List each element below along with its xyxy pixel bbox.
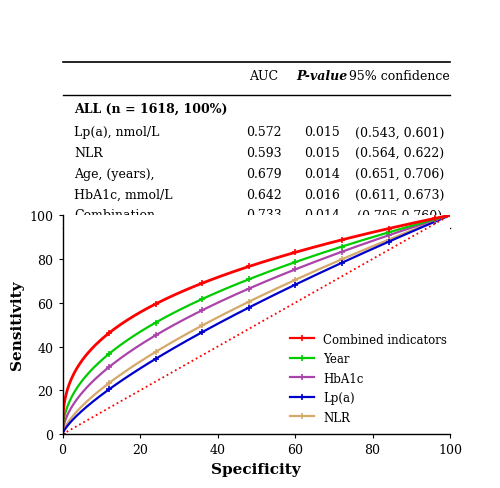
Text: 0.593: 0.593 <box>246 147 282 160</box>
HbA1c <box>60 431 66 437</box>
Lp(a) <box>447 213 453 219</box>
Combined indicators <box>447 213 453 219</box>
Text: AUC: AUC <box>250 70 278 83</box>
Y-axis label: Sensitivity: Sensitivity <box>10 281 24 370</box>
Text: P-value: P-value <box>296 70 348 83</box>
Combined indicators <box>269 257 275 263</box>
Text: (0.564, 0.622): (0.564, 0.622) <box>355 147 444 160</box>
Lp(a) <box>244 306 250 312</box>
Lp(a) <box>438 217 444 223</box>
Year <box>246 277 252 283</box>
Legend: Combined indicators, Year, HbA1c, Lp(a), NLR: Combined indicators, Year, HbA1c, Lp(a),… <box>286 328 452 428</box>
Text: NLR: NLR <box>74 147 103 160</box>
NLR <box>438 217 444 223</box>
Year <box>377 232 383 238</box>
Text: 0.733: 0.733 <box>246 209 282 222</box>
Text: (0.611, 0.673): (0.611, 0.673) <box>355 188 444 201</box>
HbA1c <box>290 268 296 274</box>
Year <box>269 268 275 274</box>
Text: HbA1c, mmol/L: HbA1c, mmol/L <box>74 188 172 201</box>
Lp(a) <box>377 243 383 249</box>
NLR <box>290 278 296 284</box>
Text: 95% confidence: 95% confidence <box>349 70 450 83</box>
NLR <box>244 300 250 306</box>
Year <box>447 213 453 219</box>
HbA1c <box>244 287 250 293</box>
Text: 0.642: 0.642 <box>246 188 282 201</box>
Combined indicators <box>438 215 444 221</box>
HbA1c <box>438 216 444 222</box>
Text: 0.014: 0.014 <box>304 167 340 181</box>
Year <box>60 431 66 437</box>
Year <box>244 278 250 284</box>
Line: HbA1c: HbA1c <box>59 212 454 438</box>
Year <box>290 261 296 266</box>
Year <box>438 215 444 221</box>
Line: Year: Year <box>59 212 454 438</box>
Lp(a) <box>269 293 275 299</box>
Combined indicators <box>244 265 250 271</box>
Combined indicators <box>60 431 66 437</box>
Lp(a) <box>60 431 66 437</box>
Lp(a) <box>246 305 252 311</box>
Text: Combination: Combination <box>74 209 155 222</box>
Text: (0.543, 0.601): (0.543, 0.601) <box>355 126 444 139</box>
HbA1c <box>246 286 252 292</box>
HbA1c <box>377 236 383 242</box>
Text: ALL (n = 1618, 100%): ALL (n = 1618, 100%) <box>74 102 228 115</box>
NLR <box>447 213 453 219</box>
Text: Age, (years),: Age, (years), <box>74 167 154 181</box>
Text: 0.014: 0.014 <box>304 209 340 222</box>
Line: Lp(a): Lp(a) <box>59 212 454 438</box>
Text: 0.679: 0.679 <box>246 167 282 181</box>
Combined indicators <box>246 264 252 270</box>
Text: 0.015: 0.015 <box>304 126 340 139</box>
Lp(a) <box>290 283 296 289</box>
Text: 0.016: 0.016 <box>304 188 340 201</box>
Combined indicators <box>290 250 296 256</box>
Text: (0.651, 0.706): (0.651, 0.706) <box>355 167 444 181</box>
Text: (0.705,0.760): (0.705,0.760) <box>357 209 442 222</box>
X-axis label: Specificity: Specificity <box>212 462 301 476</box>
HbA1c <box>269 276 275 282</box>
Text: 0.572: 0.572 <box>246 126 282 139</box>
HbA1c <box>447 213 453 219</box>
NLR <box>246 299 252 305</box>
Line: NLR: NLR <box>59 212 454 438</box>
Text: Lp(a), nmol/L: Lp(a), nmol/L <box>74 126 160 139</box>
NLR <box>269 288 275 294</box>
NLR <box>377 241 383 246</box>
NLR <box>60 431 66 437</box>
Text: 0.015: 0.015 <box>304 147 340 160</box>
Combined indicators <box>377 228 383 234</box>
Line: Combined indicators: Combined indicators <box>59 212 454 438</box>
